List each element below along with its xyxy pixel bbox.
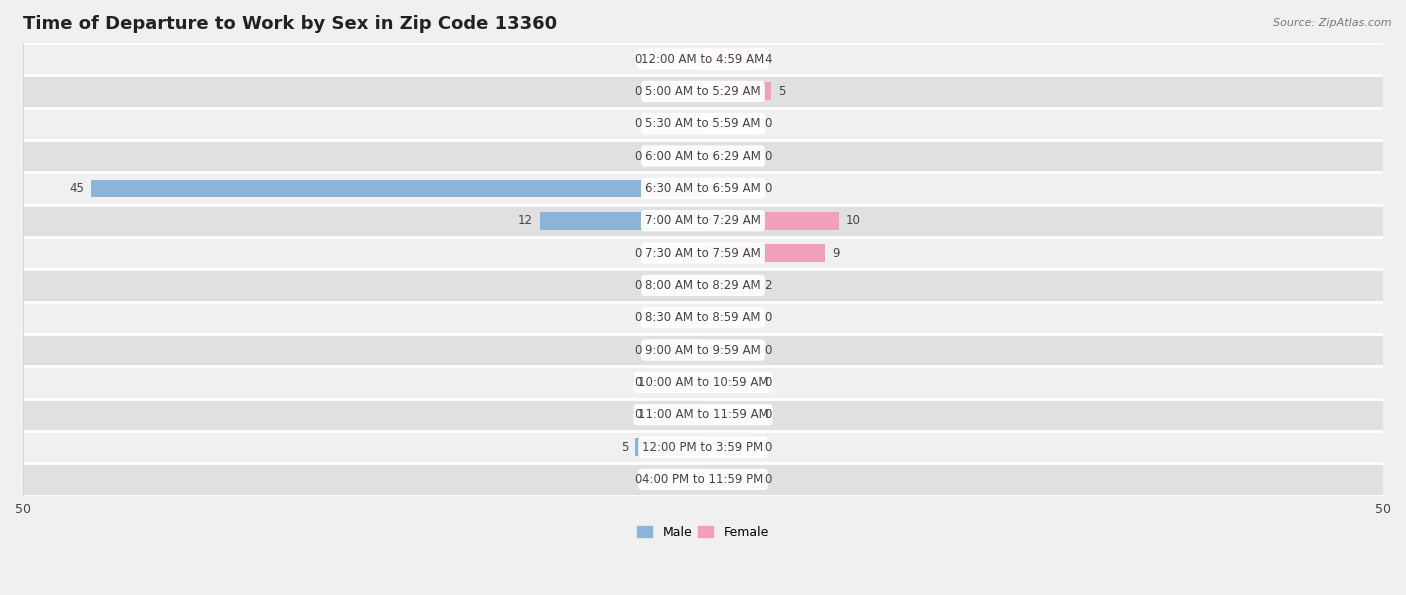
Legend: Male, Female: Male, Female [633, 521, 773, 544]
Text: 5: 5 [778, 85, 785, 98]
Bar [648, 471, 703, 488]
Text: 45: 45 [69, 182, 84, 195]
Text: 11:00 AM to 11:59 AM: 11:00 AM to 11:59 AM [638, 408, 768, 421]
Bar [22, 302, 1384, 334]
Bar [703, 438, 758, 456]
Text: 0: 0 [634, 376, 641, 389]
Bar [648, 309, 703, 327]
Text: Source: ZipAtlas.com: Source: ZipAtlas.com [1274, 18, 1392, 28]
Bar [703, 147, 758, 165]
Bar [22, 367, 1384, 399]
Text: 0: 0 [634, 149, 641, 162]
Bar [22, 108, 1384, 140]
Text: 6:30 AM to 6:59 AM: 6:30 AM to 6:59 AM [645, 182, 761, 195]
Text: 0: 0 [765, 149, 772, 162]
Bar [703, 309, 758, 327]
Text: 0: 0 [765, 343, 772, 356]
Text: 0: 0 [634, 408, 641, 421]
Bar [703, 115, 758, 133]
Bar [22, 172, 1384, 205]
Bar [22, 269, 1384, 302]
Text: 10:00 AM to 10:59 AM: 10:00 AM to 10:59 AM [638, 376, 768, 389]
Bar [22, 75, 1384, 108]
Bar [22, 205, 1384, 237]
Bar [22, 334, 1384, 367]
Bar [648, 115, 703, 133]
Bar [22, 431, 1384, 464]
Bar [703, 212, 839, 230]
Text: 0: 0 [634, 117, 641, 130]
Bar [703, 244, 825, 262]
Text: 7:30 AM to 7:59 AM: 7:30 AM to 7:59 AM [645, 246, 761, 259]
Text: 0: 0 [634, 52, 641, 65]
Text: 0: 0 [765, 311, 772, 324]
Bar [22, 399, 1384, 431]
Text: 0: 0 [765, 440, 772, 453]
Text: 10: 10 [846, 214, 860, 227]
Bar [636, 438, 703, 456]
Text: 6:00 AM to 6:29 AM: 6:00 AM to 6:29 AM [645, 149, 761, 162]
Text: 12:00 PM to 3:59 PM: 12:00 PM to 3:59 PM [643, 440, 763, 453]
Text: 5: 5 [621, 440, 628, 453]
Text: 0: 0 [634, 473, 641, 486]
Text: 0: 0 [634, 343, 641, 356]
Text: 0: 0 [634, 279, 641, 292]
Text: 0: 0 [634, 311, 641, 324]
Text: Time of Departure to Work by Sex in Zip Code 13360: Time of Departure to Work by Sex in Zip … [22, 15, 557, 33]
Bar [540, 212, 703, 230]
Bar [648, 244, 703, 262]
Bar [703, 406, 758, 424]
Bar [648, 406, 703, 424]
Text: 4:00 PM to 11:59 PM: 4:00 PM to 11:59 PM [643, 473, 763, 486]
Text: 8:30 AM to 8:59 AM: 8:30 AM to 8:59 AM [645, 311, 761, 324]
Bar [703, 83, 770, 101]
Text: 0: 0 [765, 376, 772, 389]
Bar [703, 471, 758, 488]
Bar [703, 277, 758, 295]
Bar [648, 341, 703, 359]
Text: 9: 9 [832, 246, 839, 259]
Bar [22, 140, 1384, 172]
Bar [703, 180, 758, 198]
Text: 0: 0 [765, 473, 772, 486]
Text: 4: 4 [765, 52, 772, 65]
Bar [22, 237, 1384, 269]
Bar [703, 374, 758, 392]
Bar [703, 50, 758, 68]
Text: 7:00 AM to 7:29 AM: 7:00 AM to 7:29 AM [645, 214, 761, 227]
Text: 0: 0 [765, 182, 772, 195]
Text: 0: 0 [765, 117, 772, 130]
Text: 12:00 AM to 4:59 AM: 12:00 AM to 4:59 AM [641, 52, 765, 65]
Text: 8:00 AM to 8:29 AM: 8:00 AM to 8:29 AM [645, 279, 761, 292]
Text: 5:30 AM to 5:59 AM: 5:30 AM to 5:59 AM [645, 117, 761, 130]
Text: 0: 0 [634, 85, 641, 98]
Text: 12: 12 [517, 214, 533, 227]
Text: 2: 2 [765, 279, 772, 292]
Bar [648, 83, 703, 101]
Text: 5:00 AM to 5:29 AM: 5:00 AM to 5:29 AM [645, 85, 761, 98]
Text: 0: 0 [765, 408, 772, 421]
Bar [22, 464, 1384, 496]
Bar [648, 374, 703, 392]
Text: 0: 0 [634, 246, 641, 259]
Bar [91, 180, 703, 198]
Bar [648, 277, 703, 295]
Text: 9:00 AM to 9:59 AM: 9:00 AM to 9:59 AM [645, 343, 761, 356]
Bar [703, 341, 758, 359]
Bar [648, 147, 703, 165]
Bar [22, 43, 1384, 75]
Bar [648, 50, 703, 68]
